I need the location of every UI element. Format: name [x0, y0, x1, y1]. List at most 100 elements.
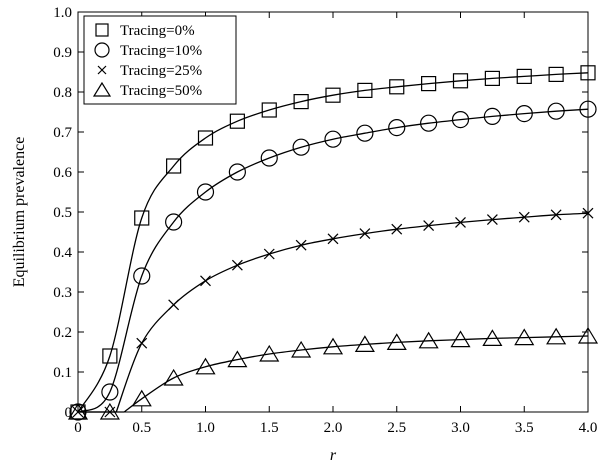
- triangle-marker: [163, 368, 184, 386]
- series-markers: [67, 65, 599, 421]
- x-marker: [391, 223, 403, 235]
- y-tick-label: 0.4: [53, 245, 72, 261]
- x-tick-label: 1.0: [196, 420, 215, 436]
- y-tick-label: 0.6: [53, 165, 72, 181]
- triangle-marker: [354, 335, 375, 352]
- x-marker: [550, 209, 562, 221]
- y-tick-label: 0.8: [53, 85, 72, 101]
- x-marker: [231, 259, 243, 271]
- circle-marker: [196, 183, 215, 201]
- x-marker: [263, 248, 275, 260]
- x-marker: [359, 228, 371, 240]
- square-marker: [421, 75, 437, 92]
- x-tick-label: 1.5: [260, 420, 279, 436]
- square-marker: [389, 79, 405, 95]
- circle-marker: [579, 100, 597, 118]
- x-tick-label: 2.0: [324, 420, 343, 436]
- y-tick-label: 0: [65, 405, 73, 421]
- triangle-marker: [291, 340, 312, 358]
- triangle-marker: [99, 402, 120, 420]
- triangle-marker: [195, 357, 216, 375]
- series-line-triangle: [123, 335, 589, 413]
- legend-item: Tracing=0%: [95, 23, 195, 39]
- square-marker: [261, 102, 277, 118]
- y-axis-ticks: 0 0.1 0.2 0.3 0.4 0.5 0.6 0.7 0.8 0.9 1.0: [53, 5, 588, 421]
- square-marker: [357, 82, 373, 99]
- square-marker: [548, 66, 564, 83]
- x-marker: [327, 233, 339, 245]
- square-marker: [484, 70, 500, 87]
- series-line-circle: [79, 108, 589, 413]
- series-curves: [77, 72, 589, 413]
- square-marker: [325, 87, 341, 103]
- triangle-marker: [514, 328, 535, 346]
- circle-marker: [515, 104, 533, 123]
- legend-label: Tracing=25%: [120, 63, 202, 79]
- circle-marker: [420, 114, 438, 132]
- circle-marker: [292, 138, 310, 156]
- x-axis-label: r: [330, 447, 337, 464]
- legend-item: Tracing=10%: [94, 42, 202, 59]
- x-marker: [97, 65, 107, 75]
- x-marker: [423, 220, 435, 232]
- triangle-marker: [322, 337, 344, 355]
- x-tick-label: 2.5: [387, 420, 406, 436]
- circle-marker: [133, 267, 151, 285]
- triangle-marker: [450, 330, 471, 348]
- y-axis-label: Equilibrium prevalence: [11, 137, 28, 288]
- legend-box: [83, 15, 237, 105]
- legend-label: Tracing=50%: [120, 83, 202, 99]
- circle-marker: [451, 110, 470, 129]
- y-tick-label: 0.7: [53, 125, 72, 141]
- x-axis-ticks: 0 0.5 1.0 1.5 2.0 2.5 3.0 3.5 4.0: [74, 12, 597, 436]
- circle-marker: [483, 107, 501, 126]
- square-marker: [452, 73, 469, 89]
- series-line-square: [77, 72, 589, 413]
- square-marker: [166, 158, 182, 174]
- x-tick-label: 0: [74, 420, 82, 436]
- triangle-marker: [482, 329, 503, 346]
- triangle-marker: [386, 333, 407, 350]
- triangle-marker: [259, 344, 280, 362]
- x-marker: [582, 207, 594, 219]
- x-marker: [200, 275, 211, 287]
- y-tick-label: 0.1: [53, 365, 72, 381]
- legend-label: Tracing=0%: [120, 23, 195, 39]
- triangle-marker: [546, 327, 567, 345]
- x-marker: [518, 211, 530, 223]
- square-marker: [95, 23, 109, 37]
- circle-marker: [356, 124, 374, 142]
- circle-marker: [94, 42, 110, 58]
- circle-marker: [228, 163, 246, 181]
- circle-marker: [260, 149, 278, 167]
- x-tick-label: 3.0: [451, 420, 470, 436]
- x-marker: [136, 337, 148, 349]
- square-marker: [134, 210, 150, 226]
- series-line-x: [115, 212, 589, 413]
- circle-marker: [324, 130, 342, 148]
- y-tick-label: 0.2: [53, 325, 72, 341]
- square-marker: [197, 130, 214, 146]
- square-marker: [229, 113, 245, 129]
- circle-marker: [388, 118, 406, 137]
- y-tick-label: 0.3: [53, 285, 72, 301]
- triangle-marker: [92, 81, 112, 97]
- x-marker: [486, 214, 498, 226]
- circle-marker: [547, 102, 565, 120]
- x-tick-label: 4.0: [579, 420, 598, 436]
- legend-item: Tracing=25%: [97, 63, 202, 79]
- square-marker: [580, 65, 596, 81]
- square-marker: [516, 68, 532, 85]
- x-marker: [168, 299, 180, 311]
- y-tick-label: 0.5: [53, 205, 72, 221]
- y-tick-label: 1.0: [53, 5, 72, 21]
- circle-marker: [101, 383, 119, 401]
- legend-item: Tracing=50%: [92, 81, 202, 99]
- triangle-marker: [227, 350, 248, 368]
- legend-label: Tracing=10%: [120, 43, 202, 59]
- triangle-marker: [577, 326, 599, 344]
- circle-marker: [165, 213, 183, 231]
- square-marker: [102, 348, 118, 364]
- triangle-marker: [418, 331, 439, 349]
